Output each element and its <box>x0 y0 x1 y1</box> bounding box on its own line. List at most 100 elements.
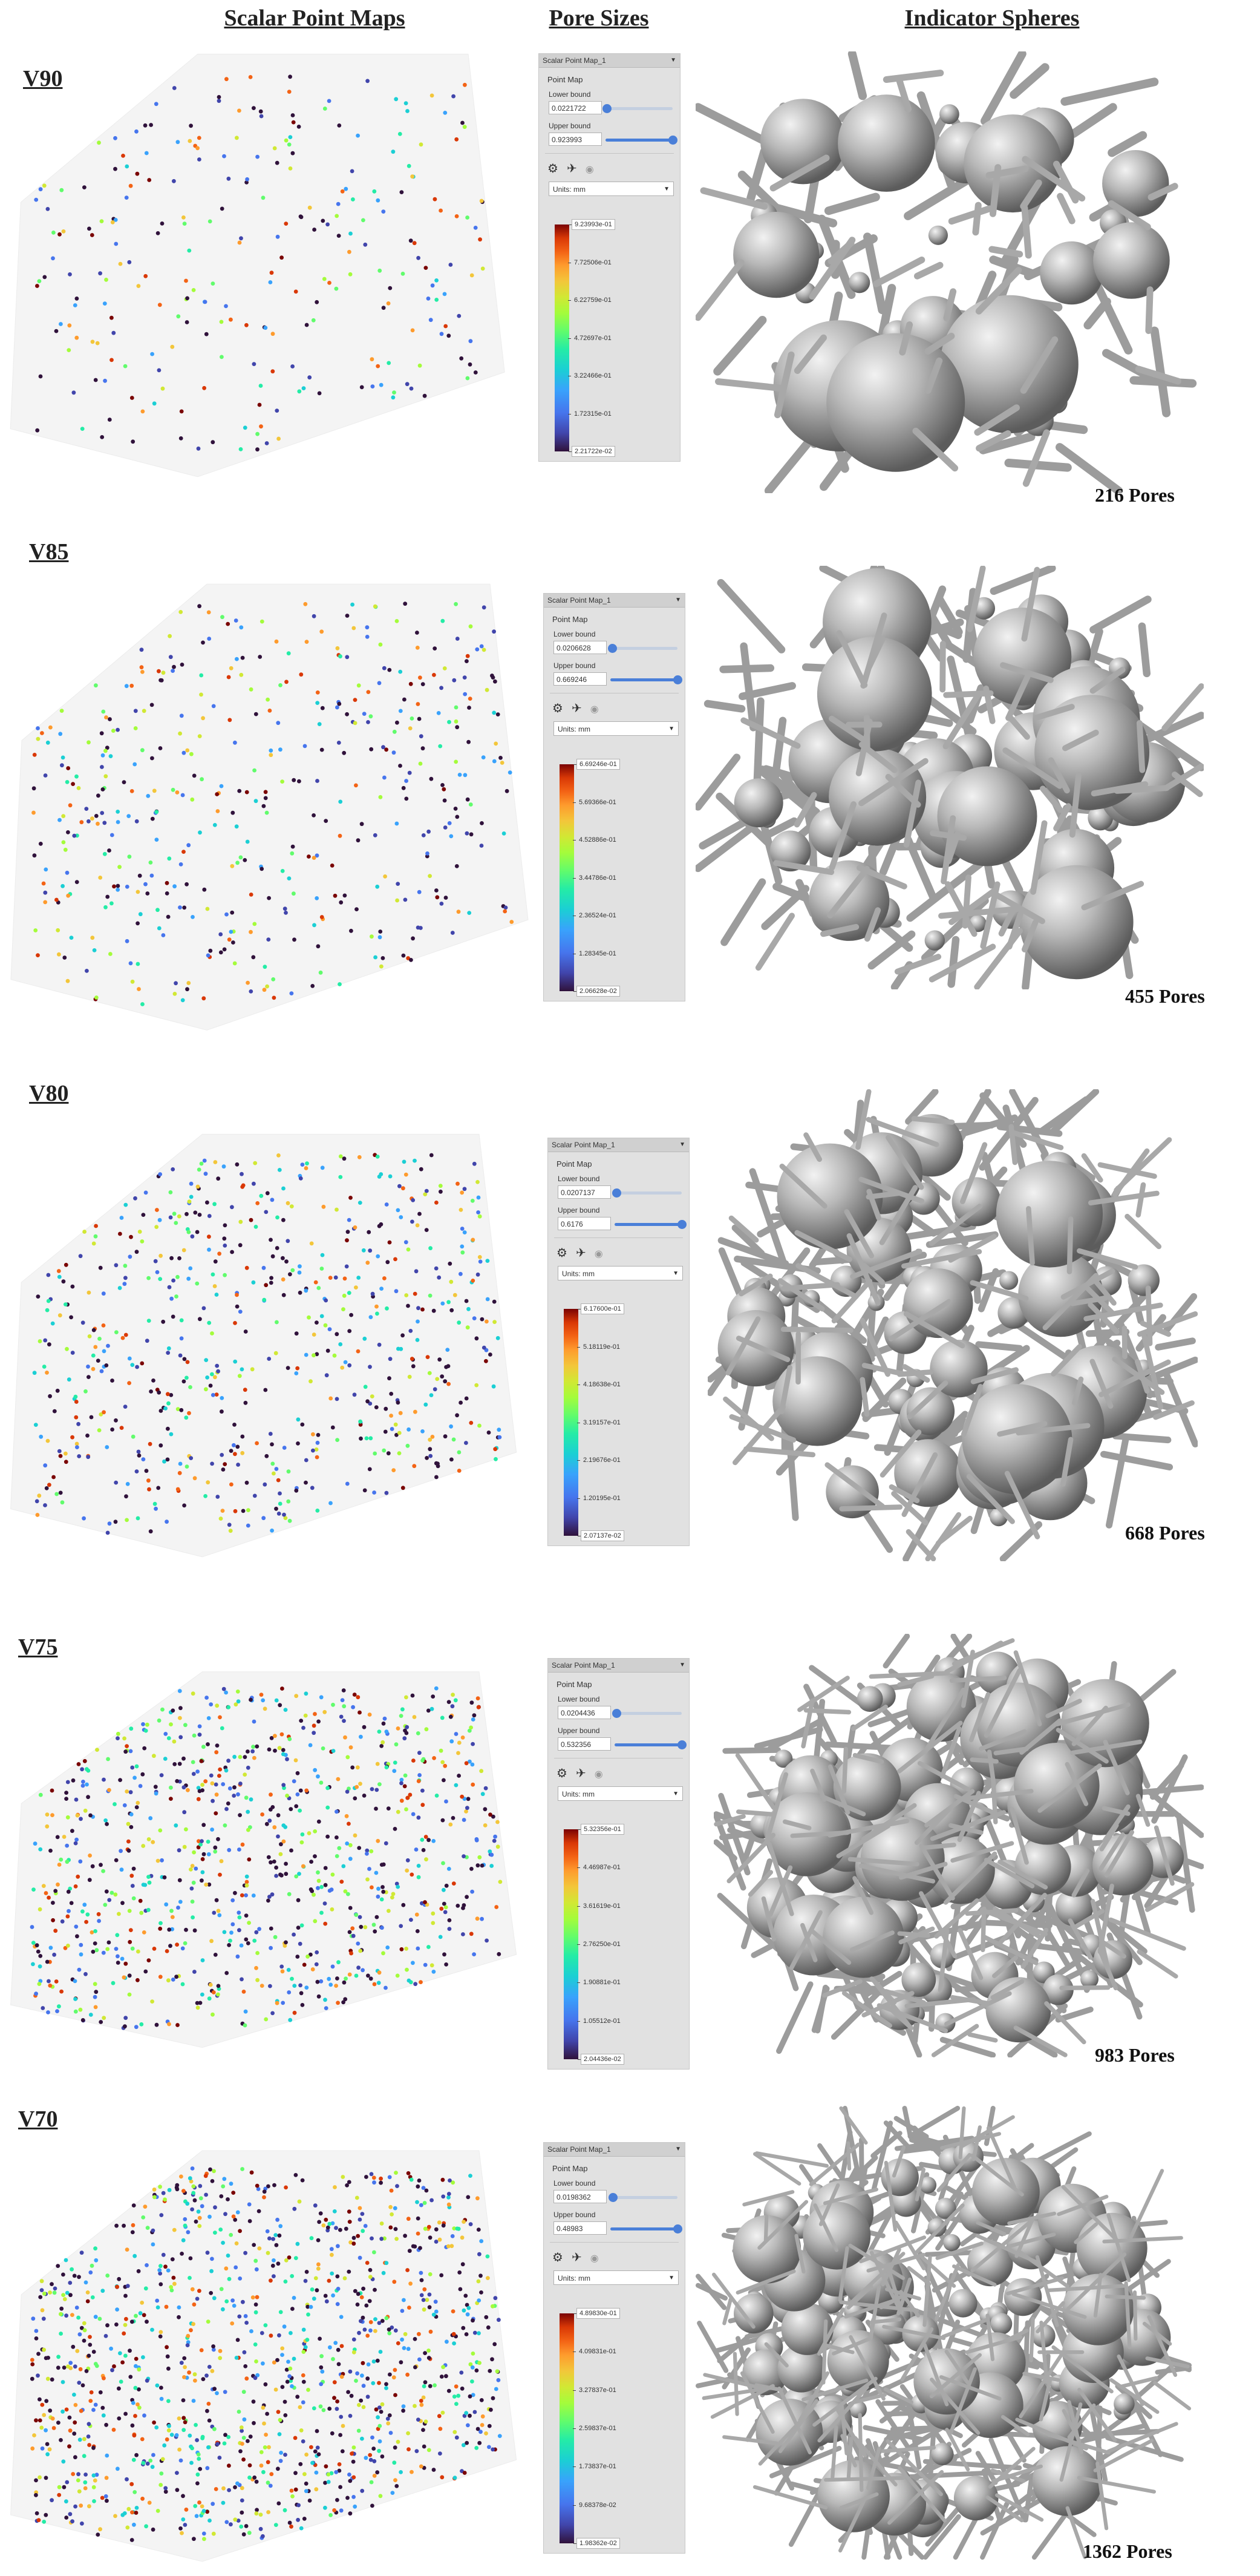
pore-point <box>176 1906 180 1910</box>
pin-icon[interactable]: ✈ <box>571 702 582 715</box>
pin-icon[interactable]: ✈ <box>575 1247 586 1260</box>
units-select[interactable]: Units: mm ▼ <box>553 721 679 736</box>
eye-icon[interactable]: ◉ <box>590 704 599 715</box>
pore-point <box>382 775 387 780</box>
lower-bound-slider[interactable] <box>608 644 677 653</box>
pin-icon[interactable]: ✈ <box>571 2251 582 2264</box>
strut <box>1132 718 1204 772</box>
pore-point <box>122 1803 127 1807</box>
lower-bound-slider[interactable] <box>612 1709 682 1718</box>
pore-point <box>36 2352 41 2356</box>
pore-point <box>337 701 342 706</box>
lower-bound-slider[interactable] <box>602 104 673 113</box>
pore-point <box>410 2469 414 2474</box>
pore-point <box>100 811 105 815</box>
pore-point <box>318 2404 323 2409</box>
pore-point <box>92 2499 96 2503</box>
units-select[interactable]: Units: mm ▼ <box>549 182 674 196</box>
collapse-caret-icon[interactable]: ▼ <box>675 597 681 603</box>
upper-bound-slider[interactable] <box>606 136 677 145</box>
upper-bound-input[interactable]: 0.669246 <box>553 672 607 686</box>
pore-point <box>301 2400 305 2405</box>
upper-bound-input[interactable]: 0.923993 <box>549 133 602 146</box>
lower-bound-slider[interactable] <box>612 1188 682 1198</box>
gear-icon[interactable]: ⚙ <box>557 1247 567 1260</box>
pore-sphere <box>849 272 870 293</box>
collapse-caret-icon[interactable]: ▼ <box>670 57 676 64</box>
pore-point <box>200 1992 204 1997</box>
collapse-caret-icon[interactable]: ▼ <box>675 2146 681 2152</box>
upper-bound-slider[interactable] <box>610 2224 682 2234</box>
gear-icon[interactable]: ⚙ <box>552 2251 563 2264</box>
upper-bound-slider-thumb[interactable] <box>668 136 677 145</box>
upper-bound-slider-thumb[interactable] <box>673 2224 682 2234</box>
upper-bound-slider-thumb[interactable] <box>677 1220 687 1229</box>
lower-bound-slider[interactable] <box>609 2193 677 2202</box>
pin-icon[interactable]: ✈ <box>575 1767 586 1780</box>
upper-bound-slider-fill <box>610 2227 677 2230</box>
lower-bound-input[interactable]: 0.0198362 <box>553 2190 607 2203</box>
pore-point <box>130 1946 135 1951</box>
upper-bound-input[interactable]: 0.48983 <box>553 2221 607 2235</box>
upper-bound-slider[interactable] <box>615 1740 687 1749</box>
eye-icon[interactable]: ◉ <box>594 1249 603 1259</box>
pore-point <box>290 2274 295 2278</box>
pore-point <box>480 1863 485 1868</box>
gear-icon[interactable]: ⚙ <box>552 702 563 715</box>
pore-point <box>260 619 264 624</box>
lower-bound-slider-thumb[interactable] <box>609 2193 618 2202</box>
collapse-caret-icon[interactable]: ▼ <box>679 1141 685 1148</box>
pore-point <box>323 1921 328 1926</box>
pore-point <box>439 332 444 336</box>
pore-point <box>205 2408 209 2413</box>
units-select[interactable]: Units: mm ▼ <box>553 2270 679 2285</box>
gear-icon[interactable]: ⚙ <box>557 1767 567 1780</box>
pore-point <box>387 1376 391 1381</box>
lower-bound-slider-thumb[interactable] <box>612 1188 622 1198</box>
collapse-caret-icon[interactable]: ▼ <box>679 1662 685 1668</box>
units-select[interactable]: Units: mm ▼ <box>558 1266 683 1280</box>
pore-point <box>277 1168 282 1172</box>
lower-bound-slider-thumb[interactable] <box>608 644 618 653</box>
lower-bound-input[interactable]: 0.0221722 <box>549 101 602 114</box>
pore-point <box>91 1353 96 1358</box>
pore-point <box>38 187 43 192</box>
panel-title[interactable]: Scalar Point Map_1 ▼ <box>544 594 685 608</box>
pore-point <box>368 2268 373 2272</box>
lower-bound-input[interactable]: 0.0204436 <box>558 1706 611 1719</box>
pore-point <box>39 2279 44 2284</box>
pore-point <box>184 1415 189 1420</box>
pore-point <box>182 221 187 226</box>
upper-bound-slider[interactable] <box>615 1220 687 1229</box>
pore-point <box>247 2202 252 2207</box>
pore-point <box>350 1926 355 1931</box>
gear-icon[interactable]: ⚙ <box>547 162 558 175</box>
panel-title[interactable]: Scalar Point Map_1 ▼ <box>548 1659 689 1673</box>
eye-icon[interactable]: ◉ <box>585 165 594 175</box>
lower-bound-slider-thumb[interactable] <box>612 1709 622 1718</box>
eye-icon[interactable]: ◉ <box>594 1769 603 1780</box>
units-select[interactable]: Units: mm ▼ <box>558 1786 683 1801</box>
pore-point <box>301 1726 305 1730</box>
upper-bound-slider-thumb[interactable] <box>677 1740 687 1749</box>
panel-title[interactable]: Scalar Point Map_1 ▼ <box>544 2143 685 2157</box>
pore-point <box>146 1319 151 1323</box>
upper-bound-slider-thumb[interactable] <box>673 675 682 684</box>
pore-point <box>418 761 423 766</box>
eye-icon[interactable]: ◉ <box>590 2253 599 2264</box>
pore-point <box>99 2020 103 2024</box>
lower-bound-slider-thumb[interactable] <box>602 104 612 113</box>
pore-point <box>283 1516 288 1520</box>
upper-bound-slider[interactable] <box>610 675 682 684</box>
lower-bound-input[interactable]: 0.0207137 <box>558 1185 611 1199</box>
pore-point <box>377 1729 382 1734</box>
pore-point <box>421 833 426 837</box>
pore-point <box>190 2287 195 2292</box>
upper-bound-input[interactable]: 0.532356 <box>558 1737 611 1751</box>
pin-icon[interactable]: ✈ <box>566 162 577 175</box>
lower-bound-input[interactable]: 0.0206628 <box>553 641 607 654</box>
panel-title[interactable]: Scalar Point Map_1 ▼ <box>548 1138 689 1152</box>
pore-point <box>318 970 323 975</box>
upper-bound-input[interactable]: 0.6176 <box>558 1217 611 1230</box>
panel-title[interactable]: Scalar Point Map_1 ▼ <box>539 54 680 68</box>
